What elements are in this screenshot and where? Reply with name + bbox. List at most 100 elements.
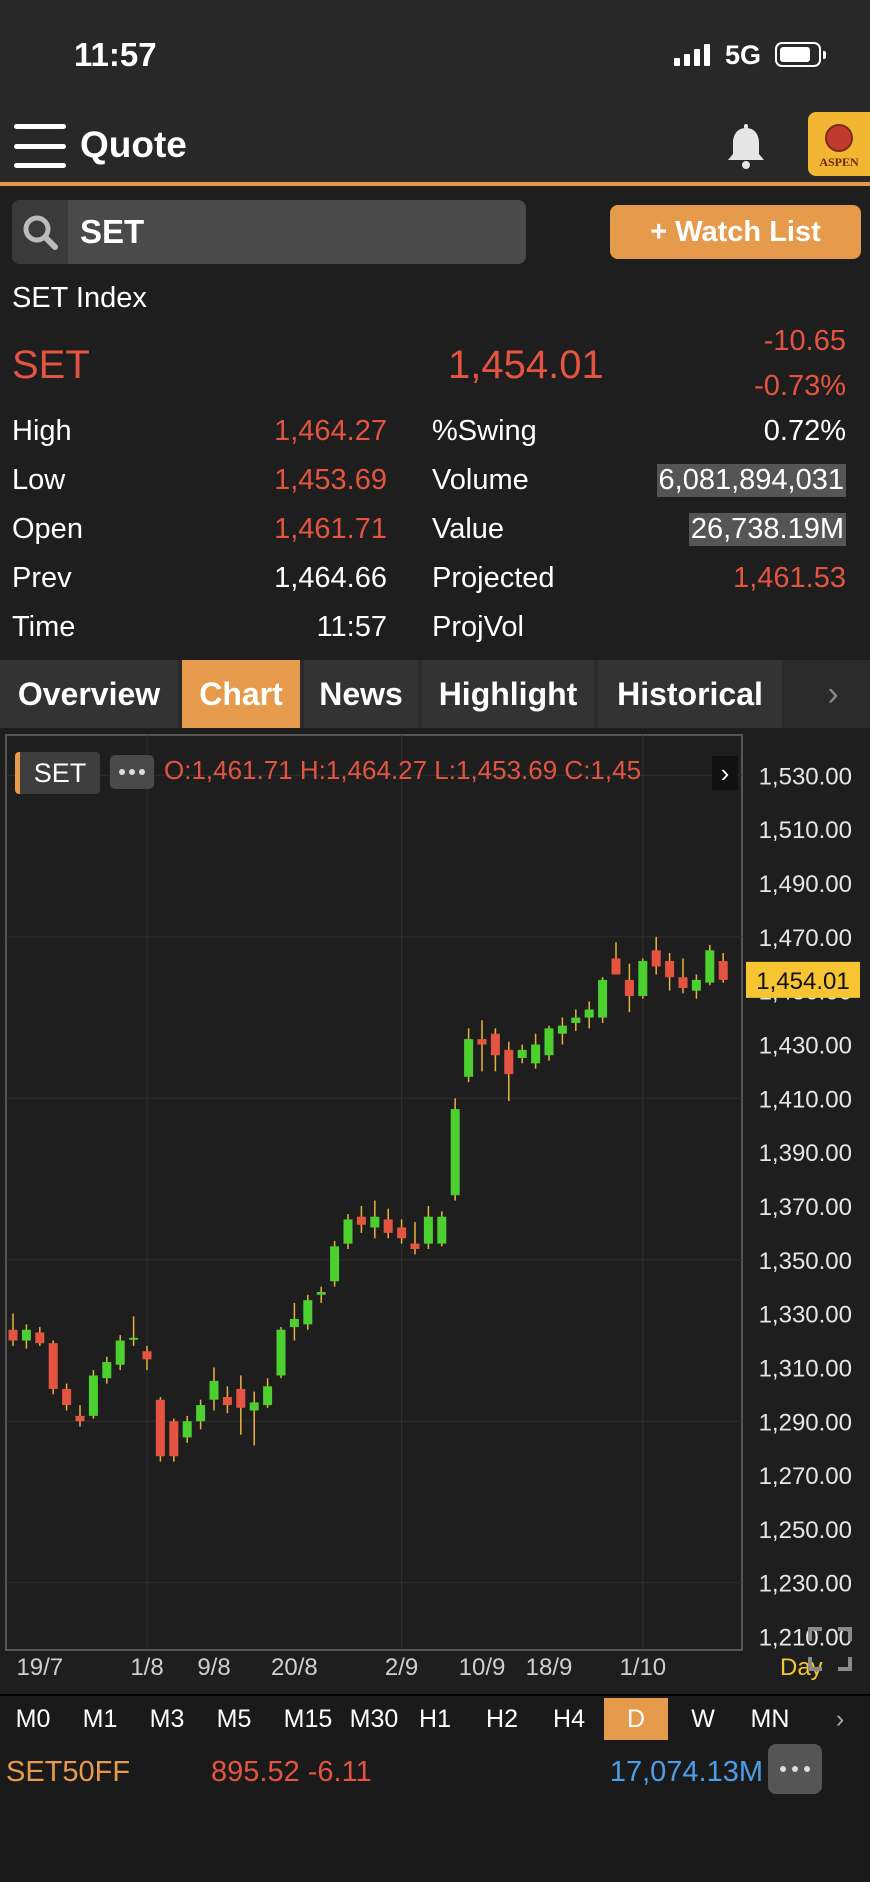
symbol-search[interactable] xyxy=(12,200,526,264)
candle xyxy=(544,1025,554,1061)
chart-options-icon[interactable] xyxy=(110,755,154,789)
candle xyxy=(88,1370,98,1419)
timeframe-m1[interactable]: M1 xyxy=(82,1704,118,1733)
y-tick-label: 1,410.00 xyxy=(759,1086,852,1113)
candle-body xyxy=(665,961,675,978)
candle xyxy=(490,1028,500,1072)
fullscreen-icon[interactable] xyxy=(808,1627,852,1671)
last-price: 1,454.01 xyxy=(448,343,604,387)
candle-body xyxy=(209,1380,219,1400)
y-tick-label: 1,370.00 xyxy=(759,1194,852,1221)
candle xyxy=(557,1017,567,1045)
menu-icon[interactable] xyxy=(14,124,66,168)
tab-overview[interactable]: Overview xyxy=(0,660,178,728)
candle xyxy=(691,974,701,999)
candle xyxy=(62,1383,72,1411)
timeframe-m15[interactable]: M15 xyxy=(283,1704,333,1733)
timeframe-m30[interactable]: M30 xyxy=(349,1704,399,1733)
candle xyxy=(383,1208,393,1239)
price-chart-area[interactable]: 19/7 1/8 9/8 20/8 2/9 10/9 18/9 1/10 1,530.00 1,5… xyxy=(0,733,870,1693)
x-tick-label: 2/9 xyxy=(385,1654,418,1681)
candle-body xyxy=(490,1033,500,1056)
timeframe-scroll-icon[interactable]: › xyxy=(835,1704,845,1733)
tabs-scroll-right-icon[interactable]: › xyxy=(796,660,870,728)
timeframe-m5[interactable]: M5 xyxy=(216,1704,252,1733)
ticker-price: 895.52 xyxy=(211,1756,300,1788)
candle-body xyxy=(410,1243,420,1250)
timeframe-w[interactable]: W xyxy=(691,1704,715,1733)
candle xyxy=(249,1391,259,1446)
tab-historical[interactable]: Historical xyxy=(598,660,782,728)
candle xyxy=(477,1020,487,1072)
candle-body xyxy=(102,1362,112,1379)
row-label: Time xyxy=(12,611,76,643)
candle xyxy=(624,963,634,1013)
y-tick-label: 1,490.00 xyxy=(759,871,852,898)
aspen-logo[interactable]: ASPEN xyxy=(808,112,870,176)
quote-row-high: High 1,464.27 xyxy=(12,415,387,455)
candle-body xyxy=(196,1405,206,1422)
y-tick-label: 1,350.00 xyxy=(759,1248,852,1275)
candle-body xyxy=(598,979,608,1018)
candle xyxy=(638,958,648,999)
candle-body xyxy=(397,1227,407,1239)
ticker-more-icon[interactable] xyxy=(768,1744,822,1794)
tab-highlight[interactable]: Highlight xyxy=(422,660,594,728)
quote-row-volume: Volume 6,081,894,031 xyxy=(432,464,846,504)
candle-body xyxy=(343,1219,353,1244)
search-icon xyxy=(23,215,58,250)
x-tick-label: 19/7 xyxy=(16,1654,63,1681)
timeframe-m3[interactable]: M3 xyxy=(149,1704,185,1733)
fullscreen-corner xyxy=(808,1627,852,1671)
row-value: 0.72% xyxy=(763,415,846,447)
candle-body xyxy=(88,1375,98,1416)
candle-body xyxy=(263,1386,273,1406)
timeframe-m0[interactable]: M0 xyxy=(15,1704,51,1733)
candle-body xyxy=(611,958,621,975)
x-tick-label: 1/10 xyxy=(619,1654,666,1681)
timeframe-h2[interactable]: H2 xyxy=(486,1704,518,1733)
ohlc-scroll-icon[interactable]: › xyxy=(712,756,738,790)
candle xyxy=(571,1009,581,1032)
candle-body xyxy=(638,961,648,997)
candle-body xyxy=(477,1039,487,1045)
candle-body xyxy=(249,1402,259,1411)
tab-chart[interactable]: Chart xyxy=(182,660,300,728)
chart-symbol-badge[interactable]: SET xyxy=(15,752,100,794)
top-nav: Quote ASPEN xyxy=(0,110,870,186)
row-label: Prev xyxy=(12,562,72,594)
search-input[interactable] xyxy=(80,206,510,258)
y-tick-label: 1,530.00 xyxy=(759,763,852,790)
add-watchlist-button[interactable]: + Watch List xyxy=(610,205,861,259)
candle-body xyxy=(169,1421,179,1457)
candle-body xyxy=(718,961,728,980)
x-tick-label: 18/9 xyxy=(526,1654,573,1681)
timeframe-mn[interactable]: MN xyxy=(750,1704,790,1733)
timeframe-bar: M0 M1 M3 M5 M15 M30 H1 H2 H4 D W MN › xyxy=(0,1694,870,1742)
candle-body xyxy=(584,1009,594,1018)
status-time: 11:57 xyxy=(74,36,157,73)
row-value: 26,738.19M xyxy=(688,513,846,546)
candle xyxy=(316,1286,326,1303)
candle xyxy=(611,942,621,975)
timeframe-d[interactable]: D xyxy=(604,1698,668,1740)
candle xyxy=(651,936,661,975)
tab-news[interactable]: News xyxy=(304,660,418,728)
ticker-volume: 17,074.13M xyxy=(609,1756,763,1788)
row-value: 1,464.66 xyxy=(274,562,387,594)
candle xyxy=(263,1378,273,1408)
candle xyxy=(370,1200,380,1239)
row-label: Low xyxy=(12,464,66,496)
timeframe-h4[interactable]: H4 xyxy=(553,1704,585,1733)
ticker-symbol[interactable]: SET50FF xyxy=(6,1756,131,1788)
candlestick-chart[interactable]: 19/7 1/8 9/8 20/8 2/9 10/9 18/9 1/10 1,530.00 1,5… xyxy=(0,733,870,1693)
bottom-ticker[interactable] xyxy=(0,1742,870,1882)
x-tick-label: 10/9 xyxy=(459,1654,506,1681)
candle xyxy=(303,1294,313,1330)
candle xyxy=(517,1044,527,1064)
candle xyxy=(196,1399,206,1430)
bell-icon[interactable] xyxy=(722,122,770,172)
candle-body xyxy=(35,1332,45,1344)
candle xyxy=(397,1219,407,1244)
timeframe-h1[interactable]: H1 xyxy=(419,1704,451,1733)
